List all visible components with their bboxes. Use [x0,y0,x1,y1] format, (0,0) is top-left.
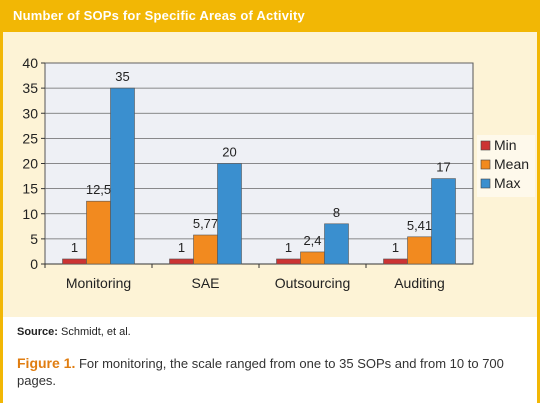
data-label: 1 [392,240,399,255]
data-label: 1 [285,240,292,255]
data-label: 8 [333,205,340,220]
chart-header: Number of SOPs for Specific Areas of Act… [3,3,537,32]
legend-swatch [480,178,491,189]
y-tick-label: 20 [22,156,38,172]
legend-label: Min [494,137,517,153]
bar-mean [300,251,325,265]
source-label: Source: [17,326,58,338]
y-tick-label: 0 [30,256,38,272]
data-label: 5,41 [407,218,432,233]
legend-swatch [480,159,491,170]
legend-label: Max [494,175,520,191]
chart-title: Number of SOPs for Specific Areas of Act… [13,8,305,23]
y-tick-label: 40 [22,55,38,71]
figure-caption: Figure 1. For monitoring, the scale rang… [17,355,523,389]
data-label: 20 [222,145,236,160]
figure-label: Figure 1. [17,355,76,371]
bar-min [169,258,194,265]
bar-min [383,258,408,265]
y-tick-label: 10 [22,206,38,222]
data-label: 35 [115,69,129,84]
bar-min [62,258,87,265]
y-tick-label: 35 [22,80,38,96]
bar-mean [86,200,111,265]
data-label: 1 [71,240,78,255]
bar-chart: 0 5 10 15 20 25 30 35 40 Monitoring 1 12,5 35 SAE 1 5,7… [22,55,535,291]
source-text: Schmidt, et al. [61,326,131,338]
caption-text: For monitoring, the scale ranged from on… [17,356,504,388]
bar-mean [193,234,218,265]
bar-max [324,223,349,265]
x-tick-label: Outsourcing [275,275,350,291]
x-tick-label: SAE [191,275,219,291]
x-tick-label: Auditing [394,275,445,291]
bar-max [110,87,135,265]
data-label: 5,77 [193,216,218,231]
chart-panel: 0 5 10 15 20 25 30 35 40 Monitoring 1 12,5 35 SAE 1 5,7… [3,32,537,314]
data-label: 12,5 [86,182,111,197]
bar-mean [407,236,432,265]
figure-footer: Source: Schmidt, et al. Figure 1. For mo… [3,317,537,403]
y-tick-label: 25 [22,130,38,146]
bar-min [276,258,301,265]
source-line: Source: Schmidt, et al. [17,326,131,338]
data-label: 2,4 [303,233,321,248]
y-tick-label: 5 [30,231,38,247]
bar-max [217,163,242,265]
legend-label: Mean [494,156,529,172]
x-tick-label: Monitoring [66,275,131,291]
legend-swatch [480,140,491,151]
data-label: 1 [178,240,185,255]
y-tick-label: 15 [22,181,38,197]
bar-max [431,178,456,265]
y-tick-label: 30 [22,105,38,121]
data-label: 17 [436,160,450,175]
